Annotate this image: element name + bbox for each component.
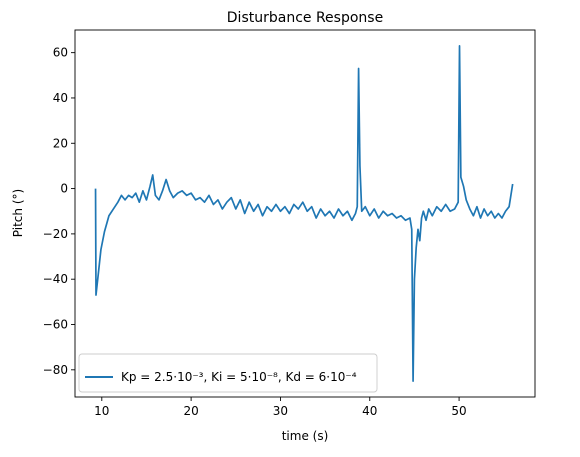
legend-entry-label: Kp = 2.5·10⁻³, Ki = 5·10⁻⁸, Kd = 6·10⁻⁴ [121,370,357,384]
y-tick-label: 0 [60,182,68,196]
chart-title: Disturbance Response [227,10,383,26]
series-line-0 [94,45,514,382]
x-tick-label: 50 [451,404,466,418]
y-tick-label: 20 [53,136,68,150]
plot-frame [74,29,536,398]
legend: Kp = 2.5·10⁻³, Ki = 5·10⁻⁸, Kd = 6·10⁻⁴ [78,353,378,393]
y-axis-label: Pitch (°) [11,189,25,237]
series-layer [94,45,514,382]
y-tick-label: 60 [53,46,68,60]
y-tick-label: −80 [43,363,68,377]
x-tick-label: 10 [94,404,109,418]
legend-box [78,353,378,393]
x-tick-label: 20 [183,404,198,418]
y-tick-label: −60 [43,318,68,332]
x-tick-label: 40 [362,404,377,418]
plot-area [75,30,535,397]
x-tick-label: 30 [273,404,288,418]
y-tick-label: −40 [43,272,68,286]
x-axis-label: time (s) [282,429,329,443]
y-tick-label: −20 [43,227,68,241]
y-tick-label: 40 [53,91,68,105]
x-axis-ticks: 10 20 30 40 50 [94,397,467,418]
y-axis-ticks: −80 −60 −40 −20 0 20 40 60 [43,46,75,377]
